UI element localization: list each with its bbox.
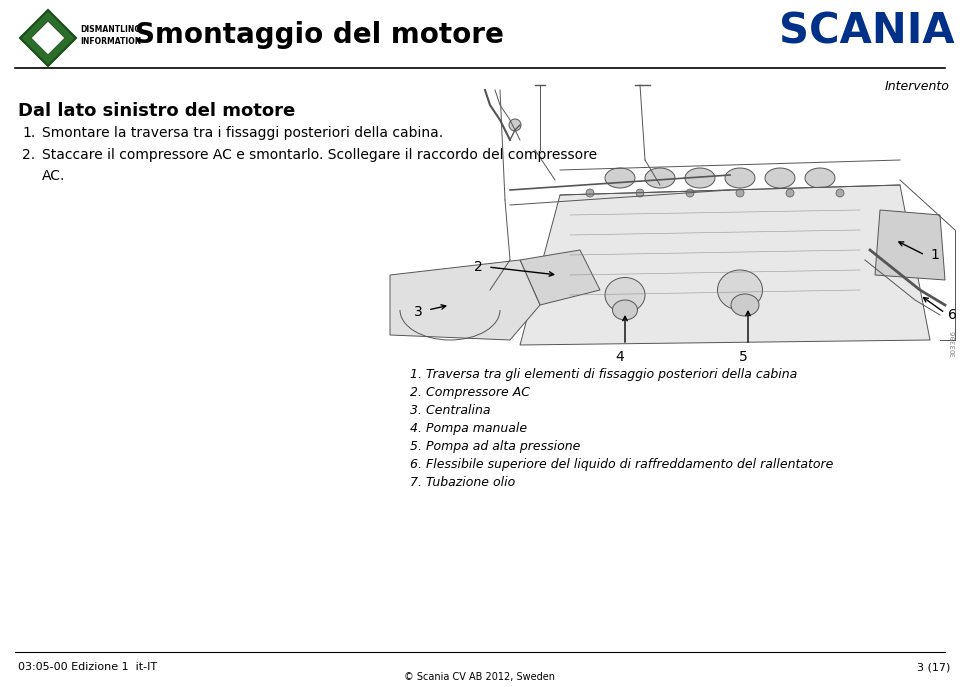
Text: 1: 1 xyxy=(930,248,939,262)
Text: 5. Pompa ad alta pressione: 5. Pompa ad alta pressione xyxy=(410,440,581,453)
Text: 7. Tubazione olio: 7. Tubazione olio xyxy=(410,476,516,489)
Text: Dal lato sinistro del motore: Dal lato sinistro del motore xyxy=(18,102,296,120)
Text: SCANIA: SCANIA xyxy=(780,11,955,53)
Text: 2.: 2. xyxy=(22,148,36,162)
Ellipse shape xyxy=(605,278,645,313)
Text: 303396: 303396 xyxy=(950,330,956,357)
Text: 2: 2 xyxy=(474,260,483,274)
Text: 6: 6 xyxy=(948,308,957,322)
Text: 3 (17): 3 (17) xyxy=(917,662,950,672)
Polygon shape xyxy=(520,185,930,345)
Circle shape xyxy=(686,189,694,197)
Polygon shape xyxy=(20,10,76,66)
Text: 5: 5 xyxy=(738,350,748,364)
Text: 3: 3 xyxy=(415,305,423,319)
Text: 1.: 1. xyxy=(22,126,36,140)
Text: 4. Pompa manuale: 4. Pompa manuale xyxy=(410,422,527,435)
Text: 4: 4 xyxy=(615,350,624,364)
Text: DISMANTLING: DISMANTLING xyxy=(80,25,140,34)
Ellipse shape xyxy=(725,168,755,188)
Text: 6. Flessibile superiore del liquido di raffreddamento del rallentatore: 6. Flessibile superiore del liquido di r… xyxy=(410,458,833,471)
Polygon shape xyxy=(520,250,600,305)
Circle shape xyxy=(509,119,521,131)
Circle shape xyxy=(736,189,744,197)
Ellipse shape xyxy=(805,168,835,188)
Polygon shape xyxy=(875,210,945,280)
Ellipse shape xyxy=(605,168,635,188)
Circle shape xyxy=(786,189,794,197)
Text: Intervento: Intervento xyxy=(885,80,950,93)
Ellipse shape xyxy=(645,168,675,188)
Text: 2. Compressore AC: 2. Compressore AC xyxy=(410,386,530,399)
Text: 1. Traversa tra gli elementi di fissaggio posteriori della cabina: 1. Traversa tra gli elementi di fissaggi… xyxy=(410,368,797,381)
Text: Smontaggio del motore: Smontaggio del motore xyxy=(135,21,504,49)
Polygon shape xyxy=(390,260,540,340)
Ellipse shape xyxy=(612,300,637,320)
Ellipse shape xyxy=(731,294,759,316)
Text: AC.: AC. xyxy=(42,169,65,183)
Text: 03:05-00 Edizione 1  it-IT: 03:05-00 Edizione 1 it-IT xyxy=(18,662,157,672)
Text: 3. Centralina: 3. Centralina xyxy=(410,404,491,417)
Text: © Scania CV AB 2012, Sweden: © Scania CV AB 2012, Sweden xyxy=(404,672,556,682)
Circle shape xyxy=(636,189,644,197)
Text: INFORMATION: INFORMATION xyxy=(80,38,141,47)
Text: Smontare la traversa tra i fissaggi posteriori della cabina.: Smontare la traversa tra i fissaggi post… xyxy=(42,126,444,140)
Text: Staccare il compressore AC e smontarlo. Scollegare il raccordo del compressore: Staccare il compressore AC e smontarlo. … xyxy=(42,148,597,162)
Circle shape xyxy=(836,189,844,197)
Polygon shape xyxy=(31,21,65,55)
Ellipse shape xyxy=(765,168,795,188)
Ellipse shape xyxy=(717,270,762,310)
Ellipse shape xyxy=(685,168,715,188)
Circle shape xyxy=(586,189,594,197)
